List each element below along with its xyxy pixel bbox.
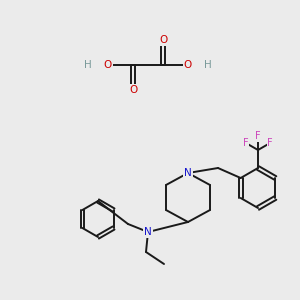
- Text: F: F: [267, 138, 273, 148]
- Text: N: N: [144, 227, 152, 237]
- Text: H: H: [84, 60, 92, 70]
- Text: O: O: [184, 60, 192, 70]
- Text: N: N: [184, 168, 192, 178]
- Text: H: H: [204, 60, 212, 70]
- Text: O: O: [104, 60, 112, 70]
- Text: F: F: [255, 131, 261, 141]
- Text: O: O: [159, 35, 167, 45]
- Text: F: F: [243, 138, 249, 148]
- Text: O: O: [129, 85, 137, 95]
